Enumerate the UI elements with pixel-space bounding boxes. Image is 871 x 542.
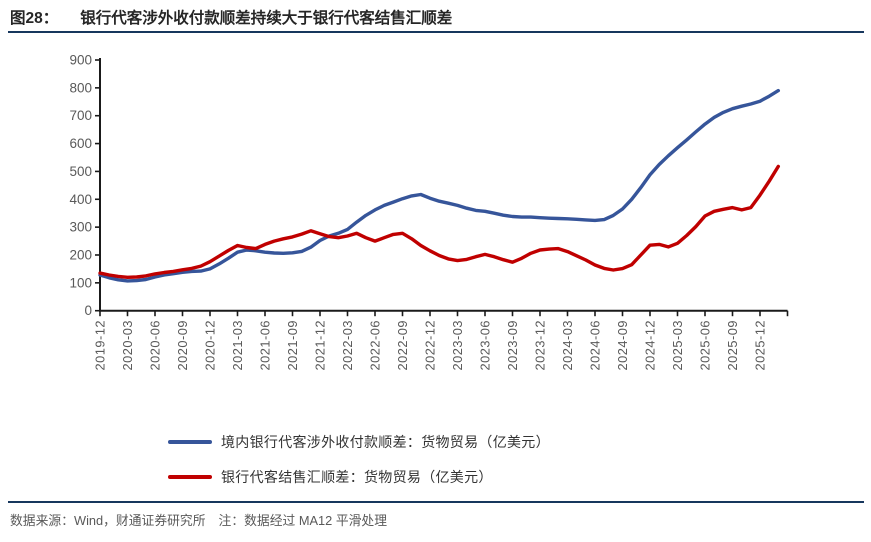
x-tick-label: 2023-12 — [533, 320, 548, 370]
series-line-settlement-red — [98, 164, 780, 279]
y-tick-label: 500 — [69, 164, 92, 179]
legend-label-settlement: 银行代客结售汇顺差：货物贸易（亿美元） — [221, 469, 493, 485]
line-chart: 0 100 200 300 400 500 600 700 800 900 2019-12 2020-… — [69, 53, 789, 370]
y-tick-label: 200 — [69, 247, 92, 262]
legend-item-settlement: 银行代客结售汇顺差：货物贸易（亿美元） — [168, 465, 550, 489]
x-tick-label: 2023-06 — [478, 320, 493, 370]
y-tick-label: 800 — [69, 80, 92, 95]
y-tick-label: 900 — [69, 53, 92, 68]
x-tick-label: 2019-12 — [93, 320, 108, 370]
x-tick-label: 2021-09 — [285, 320, 300, 370]
x-tick-label: 2022-12 — [423, 320, 438, 370]
y-tick-label: 300 — [69, 220, 92, 235]
legend-item-payments: 境内银行代客涉外收付款顺差：货物贸易（亿美元） — [168, 430, 550, 454]
figure-header: 图28： 银行代客涉外收付款顺差持续大于银行代客结售汇顺差 — [10, 6, 861, 28]
series-line-payments-blue — [98, 88, 780, 283]
x-tick-label: 2024-12 — [643, 320, 658, 370]
figure-number: 图28： — [10, 10, 59, 27]
x-tick-label: 2024-09 — [615, 320, 630, 370]
x-tick-label: 2021-12 — [313, 320, 328, 370]
x-tick-label: 2022-09 — [395, 320, 410, 370]
x-tick-label: 2022-03 — [340, 320, 355, 370]
x-tick-label: 2021-03 — [230, 320, 245, 370]
x-tick-label: 2020-03 — [120, 320, 135, 370]
y-tick-label: 400 — [69, 192, 92, 207]
x-tick-label: 2023-09 — [505, 320, 520, 370]
figure-title: 银行代客涉外收付款顺差持续大于银行代客结售汇顺差 — [80, 10, 453, 27]
legend-swatch-blue — [168, 440, 212, 444]
x-tick-label: 2025-06 — [698, 320, 713, 370]
legend-swatch-red — [168, 475, 212, 479]
x-tick-label: 2025-12 — [753, 320, 768, 370]
header-rule — [8, 31, 864, 34]
x-tick-label: 2020-09 — [175, 320, 190, 370]
figure-footer: 数据来源：Wind，财通证券研究所 注：数据经过 MA12 平滑处理 — [10, 510, 861, 529]
y-tick-label: 0 — [84, 303, 92, 318]
x-tick-label: 2024-03 — [560, 320, 575, 370]
data-source: 数据来源：Wind，财通证券研究所 — [10, 513, 206, 528]
x-tick-label: 2024-06 — [588, 320, 603, 370]
x-tick-label: 2022-06 — [368, 320, 383, 370]
x-tick-label: 2025-03 — [670, 320, 685, 370]
x-tick-label: 2021-06 — [258, 320, 273, 370]
data-note: 注：数据经过 MA12 平滑处理 — [218, 513, 388, 528]
y-tick-label: 700 — [69, 108, 92, 123]
y-tick-label: 100 — [69, 275, 92, 290]
x-tick-label: 2020-12 — [203, 320, 218, 370]
legend-label-payments: 境内银行代客涉外收付款顺差：货物贸易（亿美元） — [221, 434, 550, 450]
x-tick-label: 2023-03 — [450, 320, 465, 370]
chart-legend: 境内银行代客涉外收付款顺差：货物贸易（亿美元） 银行代客结售汇顺差：货物贸易（亿… — [168, 430, 550, 500]
x-tick-label: 2020-06 — [148, 320, 163, 370]
y-tick-label: 600 — [69, 136, 92, 151]
footer-rule — [8, 501, 864, 503]
x-tick-label: 2025-09 — [725, 320, 740, 370]
